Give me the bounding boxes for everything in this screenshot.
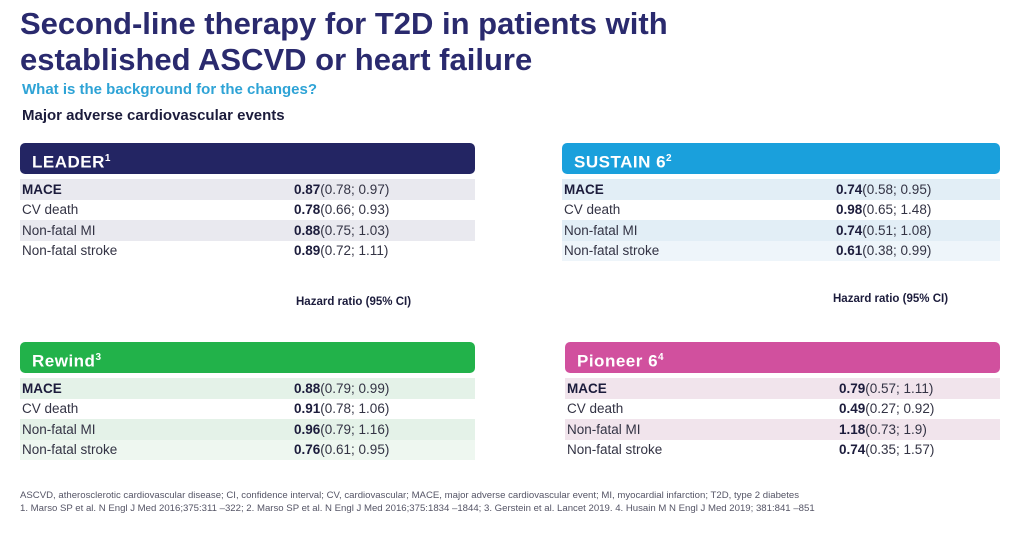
confidence-interval: (0.75; 1.03) <box>320 222 390 238</box>
table-row: MACE 0.79(0.57; 1.11) <box>565 378 1000 399</box>
row-label: Non-fatal stroke <box>564 243 660 259</box>
confidence-interval: (0.78; 1.06) <box>320 401 390 417</box>
table-row: Non-fatal MI 0.88(0.75; 1.03) <box>20 220 475 241</box>
hazard-ratio: 0.87 <box>294 181 321 197</box>
table-row: CV death 0.91(0.78; 1.06) <box>20 399 475 420</box>
leader-hazard-ratio-label: Hazard ratio (95% CI) <box>296 296 412 308</box>
confidence-interval: (0.78; 0.97) <box>320 181 390 197</box>
row-label: CV death <box>22 401 79 417</box>
row-label: MACE <box>567 380 607 396</box>
page-title: Second-line therapy for T2D in patients … <box>20 6 920 78</box>
row-label: MACE <box>22 380 62 396</box>
sustain-hazard-ratio-label: Hazard ratio (95% CI) <box>833 293 949 305</box>
footer-references: 1. Marso SP et al. N Engl J Med 2016;375… <box>20 502 815 514</box>
leader-title: LEADER <box>32 152 105 172</box>
row-label: MACE <box>564 181 604 197</box>
leader-table: MACE 0.87(0.78; 0.97) CV death 0.78(0.66; … <box>20 179 475 261</box>
table-row: Non-fatal stroke 0.89(0.72; 1.11) <box>20 241 475 262</box>
subtitle: What is the background for the changes? <box>22 81 318 98</box>
confidence-interval: (0.66; 0.93) <box>320 202 390 218</box>
rewind-header: Rewind3 <box>20 342 475 373</box>
sustain-title: SUSTAIN 6 <box>574 152 667 172</box>
confidence-interval: (0.79; 0.99) <box>320 380 390 396</box>
confidence-interval: (0.72; 1.11) <box>320 243 389 259</box>
row-label: Non-fatal stroke <box>22 243 118 259</box>
leader-ref: 1 <box>104 153 111 164</box>
sustain-ref: 2 <box>666 153 673 164</box>
row-label: Non-fatal stroke <box>22 442 118 458</box>
table-row: MACE 0.88(0.79; 0.99) <box>20 378 475 399</box>
footer: ASCVD, atherosclerotic cardiovascular di… <box>20 490 1010 515</box>
hazard-ratio: 0.74 <box>836 181 863 197</box>
hazard-ratio: 0.98 <box>836 202 863 218</box>
table-row: Non-fatal stroke 0.61(0.38; 0.99) <box>562 240 1000 261</box>
row-label: Non-fatal stroke <box>567 442 663 458</box>
rewind-panel: Rewind3 MACE 0.88(0.79; 0.99) CV death 0.9… <box>20 342 475 460</box>
title-line-1: Second-line therapy for T2D in patients … <box>20 6 668 41</box>
hazard-ratio: 0.88 <box>294 380 321 396</box>
sustain-header: SUSTAIN 62 <box>562 143 1000 174</box>
pioneer-table: MACE 0.79(0.57; 1.11) CV death 0.49(0.27; … <box>565 378 1000 460</box>
pioneer-panel: Pioneer 64 MACE 0.79(0.57; 1.11) CV death… <box>565 342 1000 460</box>
hazard-ratio: 0.74 <box>839 442 866 458</box>
row-label: Non-fatal MI <box>567 421 641 437</box>
hazard-ratio: 0.89 <box>294 243 321 259</box>
pioneer-ref: 4 <box>658 352 665 363</box>
footer-abbreviations: ASCVD, atherosclerotic cardiovascular di… <box>20 490 800 501</box>
sustain-table: MACE 0.74(0.58; 0.95) CV death 0.98(0.65; … <box>562 179 1000 261</box>
sustain-panel: SUSTAIN 62 MACE 0.74(0.58; 0.95) CV death… <box>562 143 1000 261</box>
row-label: CV death <box>567 401 624 417</box>
row-label: Non-fatal MI <box>564 222 638 238</box>
table-row: MACE 0.74(0.58; 0.95) <box>562 179 1000 200</box>
row-label: Non-fatal MI <box>22 421 96 437</box>
confidence-interval: (0.35; 1.57) <box>865 442 935 458</box>
confidence-interval: (0.61; 0.95) <box>320 442 390 458</box>
row-label: Non-fatal MI <box>22 222 96 238</box>
hazard-ratio: 0.74 <box>836 222 863 238</box>
row-label: MACE <box>22 181 62 197</box>
hazard-ratio: 0.96 <box>294 421 321 437</box>
hazard-ratio: 0.78 <box>294 202 321 218</box>
table-row: Non-fatal stroke 0.76(0.61; 0.95) <box>20 439 475 460</box>
confidence-interval: (0.51; 1.08) <box>862 222 932 238</box>
row-label: CV death <box>22 202 79 218</box>
table-row: Non-fatal stroke 0.74(0.35; 1.57) <box>565 440 1000 461</box>
rewind-title: Rewind <box>32 351 96 371</box>
hazard-ratio: 0.76 <box>294 442 321 458</box>
hazard-ratio: 0.61 <box>836 243 863 259</box>
row-label: CV death <box>564 202 621 218</box>
rewind-ref: 3 <box>95 352 102 363</box>
table-row: CV death 0.78(0.66; 0.93) <box>20 200 475 221</box>
confidence-interval: (0.38; 0.99) <box>862 243 932 259</box>
leader-header: LEADER1 <box>20 143 475 174</box>
title-line-2: established ASCVD or heart failure <box>20 42 533 77</box>
table-row: CV death 0.49(0.27; 0.92) <box>565 399 1000 420</box>
confidence-interval: (0.58; 0.95) <box>862 181 932 197</box>
hazard-ratio: 0.91 <box>294 401 321 417</box>
confidence-interval: (0.57; 1.11) <box>865 380 934 396</box>
confidence-interval: (0.73; 1.9) <box>865 421 927 437</box>
hazard-ratio: 0.79 <box>839 380 866 396</box>
pioneer-header: Pioneer 64 <box>565 342 1000 373</box>
confidence-interval: (0.27; 0.92) <box>865 401 935 417</box>
rewind-table: MACE 0.88(0.79; 0.99) CV death 0.91(0.78; … <box>20 378 475 460</box>
confidence-interval: (0.79; 1.16) <box>320 421 390 437</box>
leader-panel: LEADER1 MACE 0.87(0.78; 0.97) CV death 0.7… <box>20 143 475 261</box>
hazard-ratio: 0.88 <box>294 222 321 238</box>
confidence-interval: (0.65; 1.48) <box>862 202 932 218</box>
hazard-ratio: 1.18 <box>839 421 866 437</box>
table-row: Non-fatal MI 0.96(0.79; 1.16) <box>20 419 475 440</box>
table-row: Non-fatal MI 0.74(0.51; 1.08) <box>562 220 1000 241</box>
hazard-ratio: 0.49 <box>839 401 866 417</box>
section-heading: Major adverse cardiovascular events <box>22 107 285 124</box>
table-row: CV death 0.98(0.65; 1.48) <box>562 200 1000 221</box>
table-row: Non-fatal MI 1.18(0.73; 1.9) <box>565 419 1000 440</box>
table-row: MACE 0.87(0.78; 0.97) <box>20 179 475 200</box>
pioneer-title: Pioneer 6 <box>577 351 659 371</box>
